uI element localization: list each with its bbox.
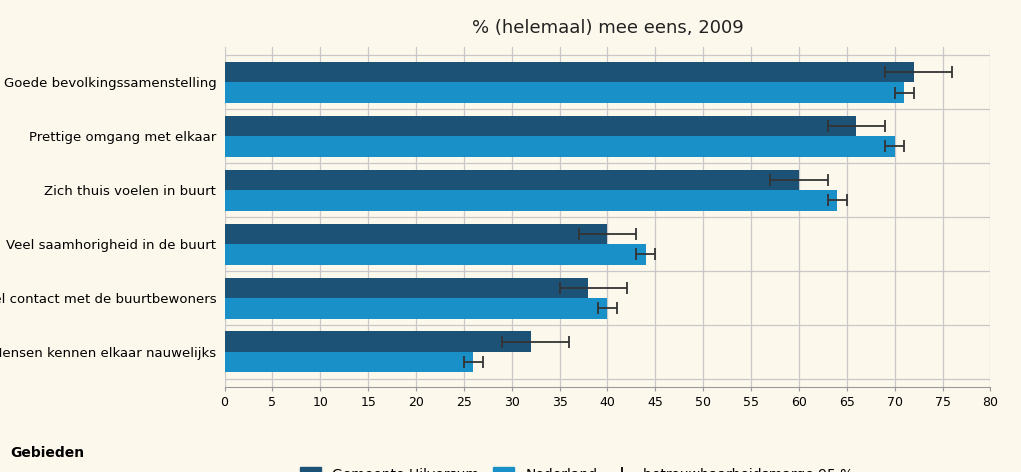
Bar bbox=[225, 62, 914, 82]
Bar bbox=[225, 190, 837, 211]
Bar bbox=[225, 116, 857, 136]
Bar bbox=[225, 169, 798, 190]
Bar bbox=[225, 136, 894, 157]
Bar bbox=[225, 82, 905, 103]
Bar bbox=[225, 224, 607, 244]
Bar bbox=[225, 298, 607, 319]
Legend: Gemeente Hilversum, Nederland, betrouwbaarheidsmarge 95 %: Gemeente Hilversum, Nederland, betrouwba… bbox=[300, 467, 854, 472]
Bar bbox=[225, 244, 646, 265]
Bar bbox=[225, 331, 531, 352]
Text: Gebieden: Gebieden bbox=[10, 446, 85, 460]
Title: % (helemaal) mee eens, 2009: % (helemaal) mee eens, 2009 bbox=[472, 19, 743, 37]
Bar bbox=[225, 352, 474, 372]
Bar bbox=[225, 278, 588, 298]
